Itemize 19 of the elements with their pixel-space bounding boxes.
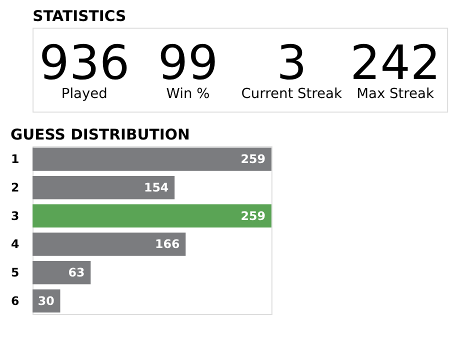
bar <box>32 176 175 200</box>
data-label: 259 <box>240 152 266 166</box>
y-tick-label: 2 <box>11 180 20 195</box>
bar <box>32 260 91 284</box>
bar <box>32 204 272 228</box>
y-tick-label: 5 <box>11 266 20 280</box>
data-label: 30 <box>38 294 54 308</box>
bar <box>32 148 272 171</box>
data-label: 63 <box>68 266 85 280</box>
data-label: 259 <box>240 208 266 223</box>
data-label: 154 <box>144 180 169 195</box>
data-label: 166 <box>155 237 180 252</box>
chart-title: GUESS DISTRIBUTION <box>10 126 190 144</box>
y-tick-label: 6 <box>11 294 20 308</box>
y-tick-label: 1 <box>11 152 20 166</box>
y-tick-label: 4 <box>11 237 20 252</box>
text: STATISTICS <box>32 8 126 25</box>
y-tick-label: 3 <box>11 208 20 223</box>
bar <box>32 232 186 256</box>
